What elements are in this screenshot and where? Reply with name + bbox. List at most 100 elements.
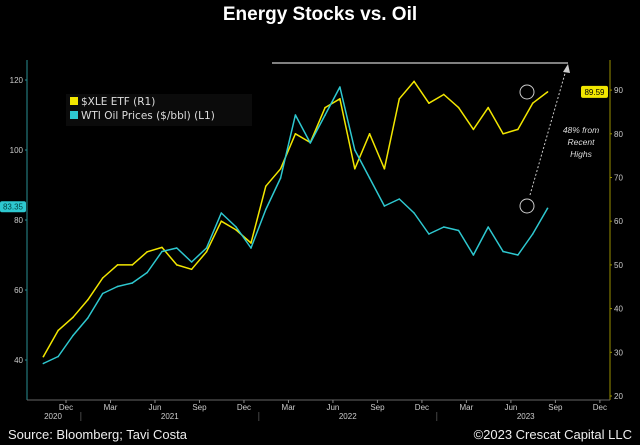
x-tick-label: Jun: [504, 403, 517, 412]
data-point-xle: [101, 277, 104, 279]
right-tick-label: 80: [614, 130, 623, 139]
data-point-wti: [131, 282, 134, 284]
right-tick-label: 90: [614, 86, 623, 95]
data-point-wti: [279, 177, 282, 179]
source-text: Source: Bloomberg; Tavi Costa: [8, 427, 187, 442]
annotation-text: Highs: [570, 149, 592, 159]
annotation-text: Recent: [568, 137, 596, 147]
annotation-text: 48% from: [563, 125, 599, 135]
data-point-xle: [413, 80, 415, 83]
data-point-wti: [42, 362, 45, 365]
data-point-xle: [487, 106, 490, 109]
x-tick-label: Dec: [415, 403, 429, 412]
data-point-xle: [176, 264, 178, 266]
data-point-wti: [368, 177, 371, 179]
data-point-xle: [368, 133, 371, 135]
data-point-wti: [101, 292, 104, 295]
data-point-wti: [294, 114, 297, 116]
data-point-xle: [472, 128, 475, 131]
data-point-xle: [131, 264, 134, 266]
data-point-wti: [487, 226, 490, 228]
data-point-xle: [220, 220, 223, 222]
data-point-xle: [502, 133, 504, 135]
right-tick-label: 40: [614, 305, 623, 314]
left-tick-label: 60: [14, 286, 23, 295]
data-point-xle: [116, 264, 119, 266]
data-point-wti: [72, 334, 74, 337]
data-point-xle: [353, 167, 356, 170]
x-tick-label: Dec: [237, 403, 251, 412]
x-tick-label: Mar: [460, 403, 474, 412]
left-tick-label: 80: [14, 216, 23, 225]
data-point-wti: [546, 207, 549, 210]
left-last-value-badge: [0, 201, 26, 213]
data-point-wti: [146, 271, 148, 274]
x-tick-label: Dec: [593, 403, 607, 412]
data-point-xle: [279, 167, 282, 170]
x-tick-label: Sep: [192, 403, 207, 412]
data-point-xle: [339, 98, 341, 100]
data-point-xle: [428, 102, 430, 105]
chart-title: Energy Stocks vs. Oil: [222, 4, 418, 25]
data-point-wti: [531, 233, 534, 235]
arrow-head: [563, 64, 570, 73]
data-point-xle: [235, 229, 237, 231]
data-point-wti: [413, 212, 415, 214]
highlight-circle-xle: [519, 84, 535, 100]
copyright-text: ©2023 Crescat Capital LLC: [473, 427, 632, 442]
data-point-xle: [517, 128, 519, 131]
data-point-wti: [220, 212, 223, 214]
right-tick-label: 20: [614, 392, 623, 401]
data-point-wti: [398, 198, 401, 200]
data-point-wti: [176, 247, 178, 249]
data-point-wti: [190, 261, 193, 263]
x-tick-label: Mar: [104, 403, 118, 412]
right-last-value: 89.59: [584, 88, 605, 97]
data-point-xle: [42, 355, 45, 358]
dashed-arrow: [529, 69, 567, 196]
data-point-wti: [442, 226, 445, 228]
data-point-wti: [116, 285, 119, 288]
highlight-circle-wti: [519, 198, 535, 214]
data-point-xle: [146, 250, 148, 253]
data-point-xle: [72, 316, 74, 319]
data-point-wti: [457, 229, 460, 232]
data-point-wti: [339, 86, 341, 88]
data-point-xle: [294, 133, 297, 135]
data-point-wti: [324, 114, 326, 116]
data-point-wti: [517, 254, 519, 256]
data-point-wti: [57, 355, 59, 358]
right-tick-label: 30: [614, 348, 623, 357]
data-point-xle: [383, 167, 386, 170]
data-point-xle: [190, 268, 193, 271]
legend-swatch: [70, 97, 78, 105]
data-point-xle: [457, 106, 460, 109]
legend-swatch: [70, 111, 78, 119]
year-label: 2021: [161, 412, 179, 421]
data-point-wti: [383, 205, 386, 207]
data-point-xle: [442, 93, 445, 96]
legend-box: [66, 94, 252, 126]
data-point-xle: [264, 185, 267, 188]
x-tick-label: Jun: [149, 403, 162, 412]
data-point-wti: [309, 142, 312, 144]
left-tick-label: 40: [14, 356, 23, 365]
left-last-value: 83.35: [3, 202, 24, 211]
data-point-wti: [472, 254, 475, 256]
legend-label: WTI Oil Prices ($/bbl) (L1): [81, 110, 215, 122]
data-point-wti: [428, 233, 430, 235]
x-tick-label: Dec: [59, 403, 73, 412]
year-label: 2022: [339, 412, 357, 421]
data-point-xle: [87, 299, 89, 301]
data-point-xle: [546, 91, 549, 93]
legend-label: $XLE ETF (R1): [81, 96, 155, 108]
data-point-wti: [235, 226, 237, 228]
data-point-wti: [161, 250, 163, 253]
data-point-wti: [353, 149, 356, 151]
data-point-xle: [324, 106, 326, 109]
data-point-xle: [57, 329, 59, 332]
data-point-wti: [250, 247, 252, 249]
x-tick-label: Mar: [282, 403, 296, 412]
data-point-xle: [398, 98, 401, 100]
